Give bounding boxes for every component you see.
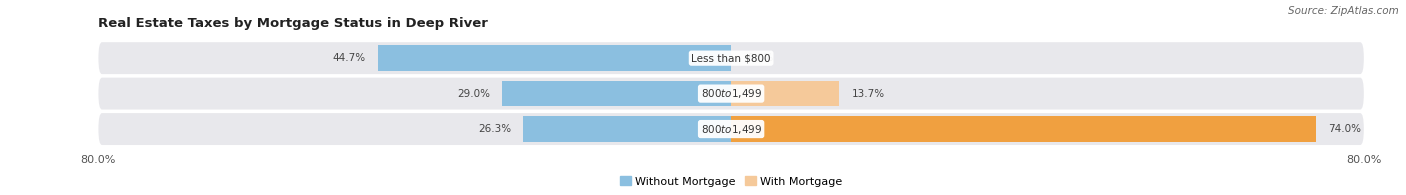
Bar: [523, 116, 731, 142]
Bar: [378, 45, 731, 71]
Bar: [731, 116, 1316, 142]
Bar: [731, 81, 839, 106]
Text: 44.7%: 44.7%: [333, 53, 366, 63]
Text: Less than $800: Less than $800: [692, 53, 770, 63]
FancyBboxPatch shape: [98, 113, 1364, 145]
Bar: [502, 81, 731, 106]
Text: 26.3%: 26.3%: [478, 124, 512, 134]
Text: $800 to $1,499: $800 to $1,499: [700, 87, 762, 100]
FancyBboxPatch shape: [98, 42, 1364, 74]
Text: Real Estate Taxes by Mortgage Status in Deep River: Real Estate Taxes by Mortgage Status in …: [98, 17, 488, 30]
FancyBboxPatch shape: [98, 78, 1364, 110]
Text: Source: ZipAtlas.com: Source: ZipAtlas.com: [1288, 6, 1399, 16]
Legend: Without Mortgage, With Mortgage: Without Mortgage, With Mortgage: [616, 172, 846, 191]
Text: 13.7%: 13.7%: [851, 89, 884, 99]
Text: 0.0%: 0.0%: [747, 53, 773, 63]
Text: 74.0%: 74.0%: [1329, 124, 1361, 134]
Text: $800 to $1,499: $800 to $1,499: [700, 122, 762, 136]
Text: 29.0%: 29.0%: [457, 89, 489, 99]
